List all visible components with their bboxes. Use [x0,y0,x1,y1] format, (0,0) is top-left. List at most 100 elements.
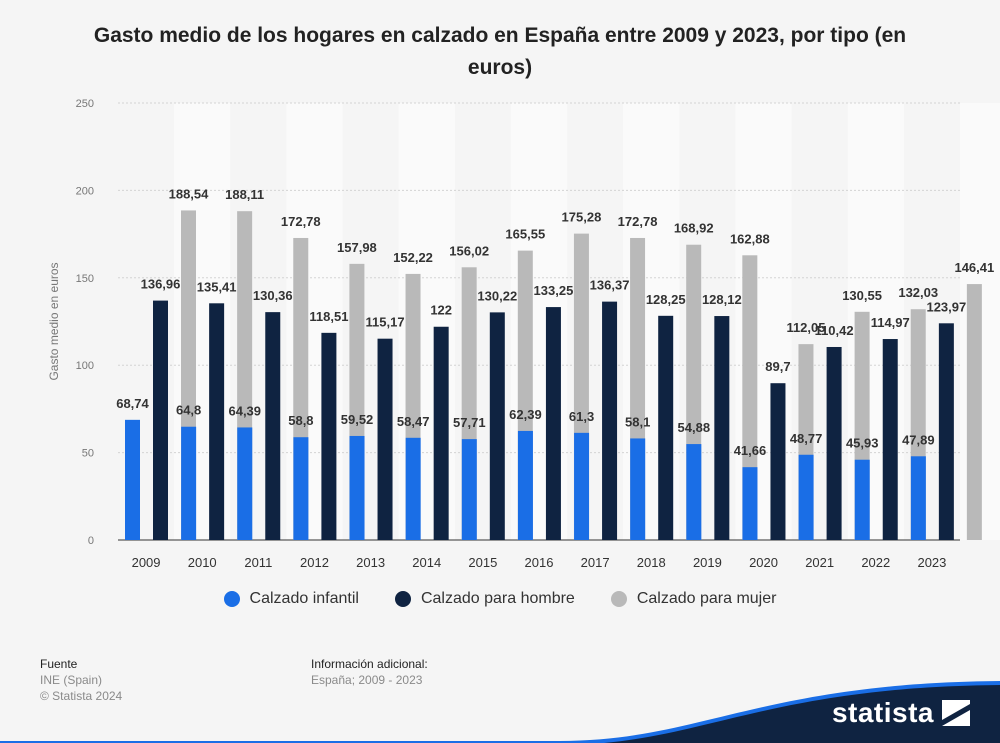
bar [742,467,758,540]
data-label: 57,71 [453,415,486,430]
bar [461,439,477,540]
bar [209,303,225,540]
x-tick-label: 2017 [581,555,610,570]
x-tick-label: 2022 [861,555,890,570]
data-label: 41,66 [734,443,767,458]
data-label: 188,54 [169,186,210,201]
data-label: 114,97 [871,315,910,330]
bar [181,426,197,540]
data-label: 130,22 [477,288,517,303]
data-label: 45,93 [846,436,879,451]
chart-legend: Calzado infantil Calzado para hombre Cal… [0,590,1000,608]
x-tick-label: 2012 [300,555,329,570]
bar [545,307,561,540]
legend-item-infantil[interactable]: Calzado infantil [223,590,359,608]
bar [686,444,702,540]
x-tick-label: 2015 [468,555,497,570]
data-label: 123,97 [926,299,966,314]
data-label: 165,55 [505,227,545,242]
data-label: 54,88 [678,420,711,435]
data-label: 128,25 [646,292,686,307]
legend-dot-mujer [610,591,627,607]
data-label: 175,28 [562,210,602,225]
legend-dot-hombre [394,591,411,607]
data-label: 128,12 [702,292,742,307]
data-label: 110,42 [815,323,854,338]
y-axis-title: Gasto medio en euros [47,262,61,380]
source-text[interactable]: INE (Spain) [40,673,103,687]
bar [882,339,898,540]
data-label: 47,89 [902,432,935,447]
data-label: 130,55 [842,288,882,303]
copyright-text: © Statista 2024 [40,689,123,703]
x-tick-label: 2009 [132,555,161,570]
data-label: 136,37 [590,278,630,293]
data-label: 146,41 [954,260,994,275]
data-label: 172,78 [618,214,658,229]
legend-item-hombre[interactable]: Calzado para hombre [394,590,575,608]
data-label: 188,11 [225,187,264,202]
info-heading: Información adicional: [311,657,428,671]
bar [826,346,842,540]
bar [770,383,786,540]
bar [125,419,140,540]
y-tick-label: 250 [76,98,94,110]
data-label: 58,47 [397,414,430,429]
x-tick-label: 2011 [244,555,272,570]
y-tick-label: 50 [82,448,94,460]
bar [293,437,309,540]
data-label: 58,8 [288,413,313,428]
data-label: 168,92 [674,221,714,236]
legend-label: Calzado infantil [249,590,359,607]
bar [377,338,393,540]
data-label: 48,77 [790,431,823,446]
legend-dot-infantil [223,591,240,607]
bar [938,323,954,540]
bar [349,435,365,540]
bar [658,315,674,540]
bar [405,437,421,540]
data-label: 172,78 [281,214,321,229]
data-label: 122 [430,303,452,318]
statista-logo-icon [942,700,970,726]
bar [714,316,730,540]
x-tick-label: 2010 [188,555,217,570]
x-tick-label: 2014 [412,555,441,570]
bar [237,427,253,540]
bar [602,301,618,540]
legend-label: Calzado para mujer [636,590,777,607]
data-label: 152,22 [393,250,433,265]
bar [433,326,449,540]
bar [798,454,814,540]
legend-label: Calzado para hombre [420,590,575,607]
data-label: 130,36 [253,288,293,303]
data-label: 112,05 [786,320,825,335]
x-tick-label: 2016 [525,555,554,570]
brand-wave [0,681,1000,743]
data-label: 62,39 [509,407,542,422]
y-tick-label: 200 [76,185,94,197]
legend-item-mujer[interactable]: Calzado para mujer [610,590,777,608]
y-tick-label: 150 [76,273,94,285]
data-label: 64,8 [176,403,201,418]
brand-name: statista [831,697,934,728]
y-tick-label: 0 [88,535,94,547]
bar [910,456,926,540]
y-tick-label: 100 [76,360,94,372]
data-label: 118,51 [309,309,348,324]
data-label: 162,88 [730,231,770,246]
x-tick-label: 2023 [917,555,946,570]
statista-logo[interactable]: statista [832,697,970,729]
x-tick-label: 2018 [637,555,666,570]
bar [153,300,168,540]
source-heading: Fuente [40,657,78,671]
data-label: 157,98 [337,240,377,255]
bar [574,432,590,540]
data-label: 59,52 [341,412,374,427]
bar [265,312,281,540]
source-block: Fuente INE (Spain) © Statista 2024 [40,656,122,704]
x-tick-label: 2019 [693,555,722,570]
x-tick-label: 2020 [749,555,778,570]
bar [517,430,533,540]
data-label: 135,41 [197,279,237,294]
